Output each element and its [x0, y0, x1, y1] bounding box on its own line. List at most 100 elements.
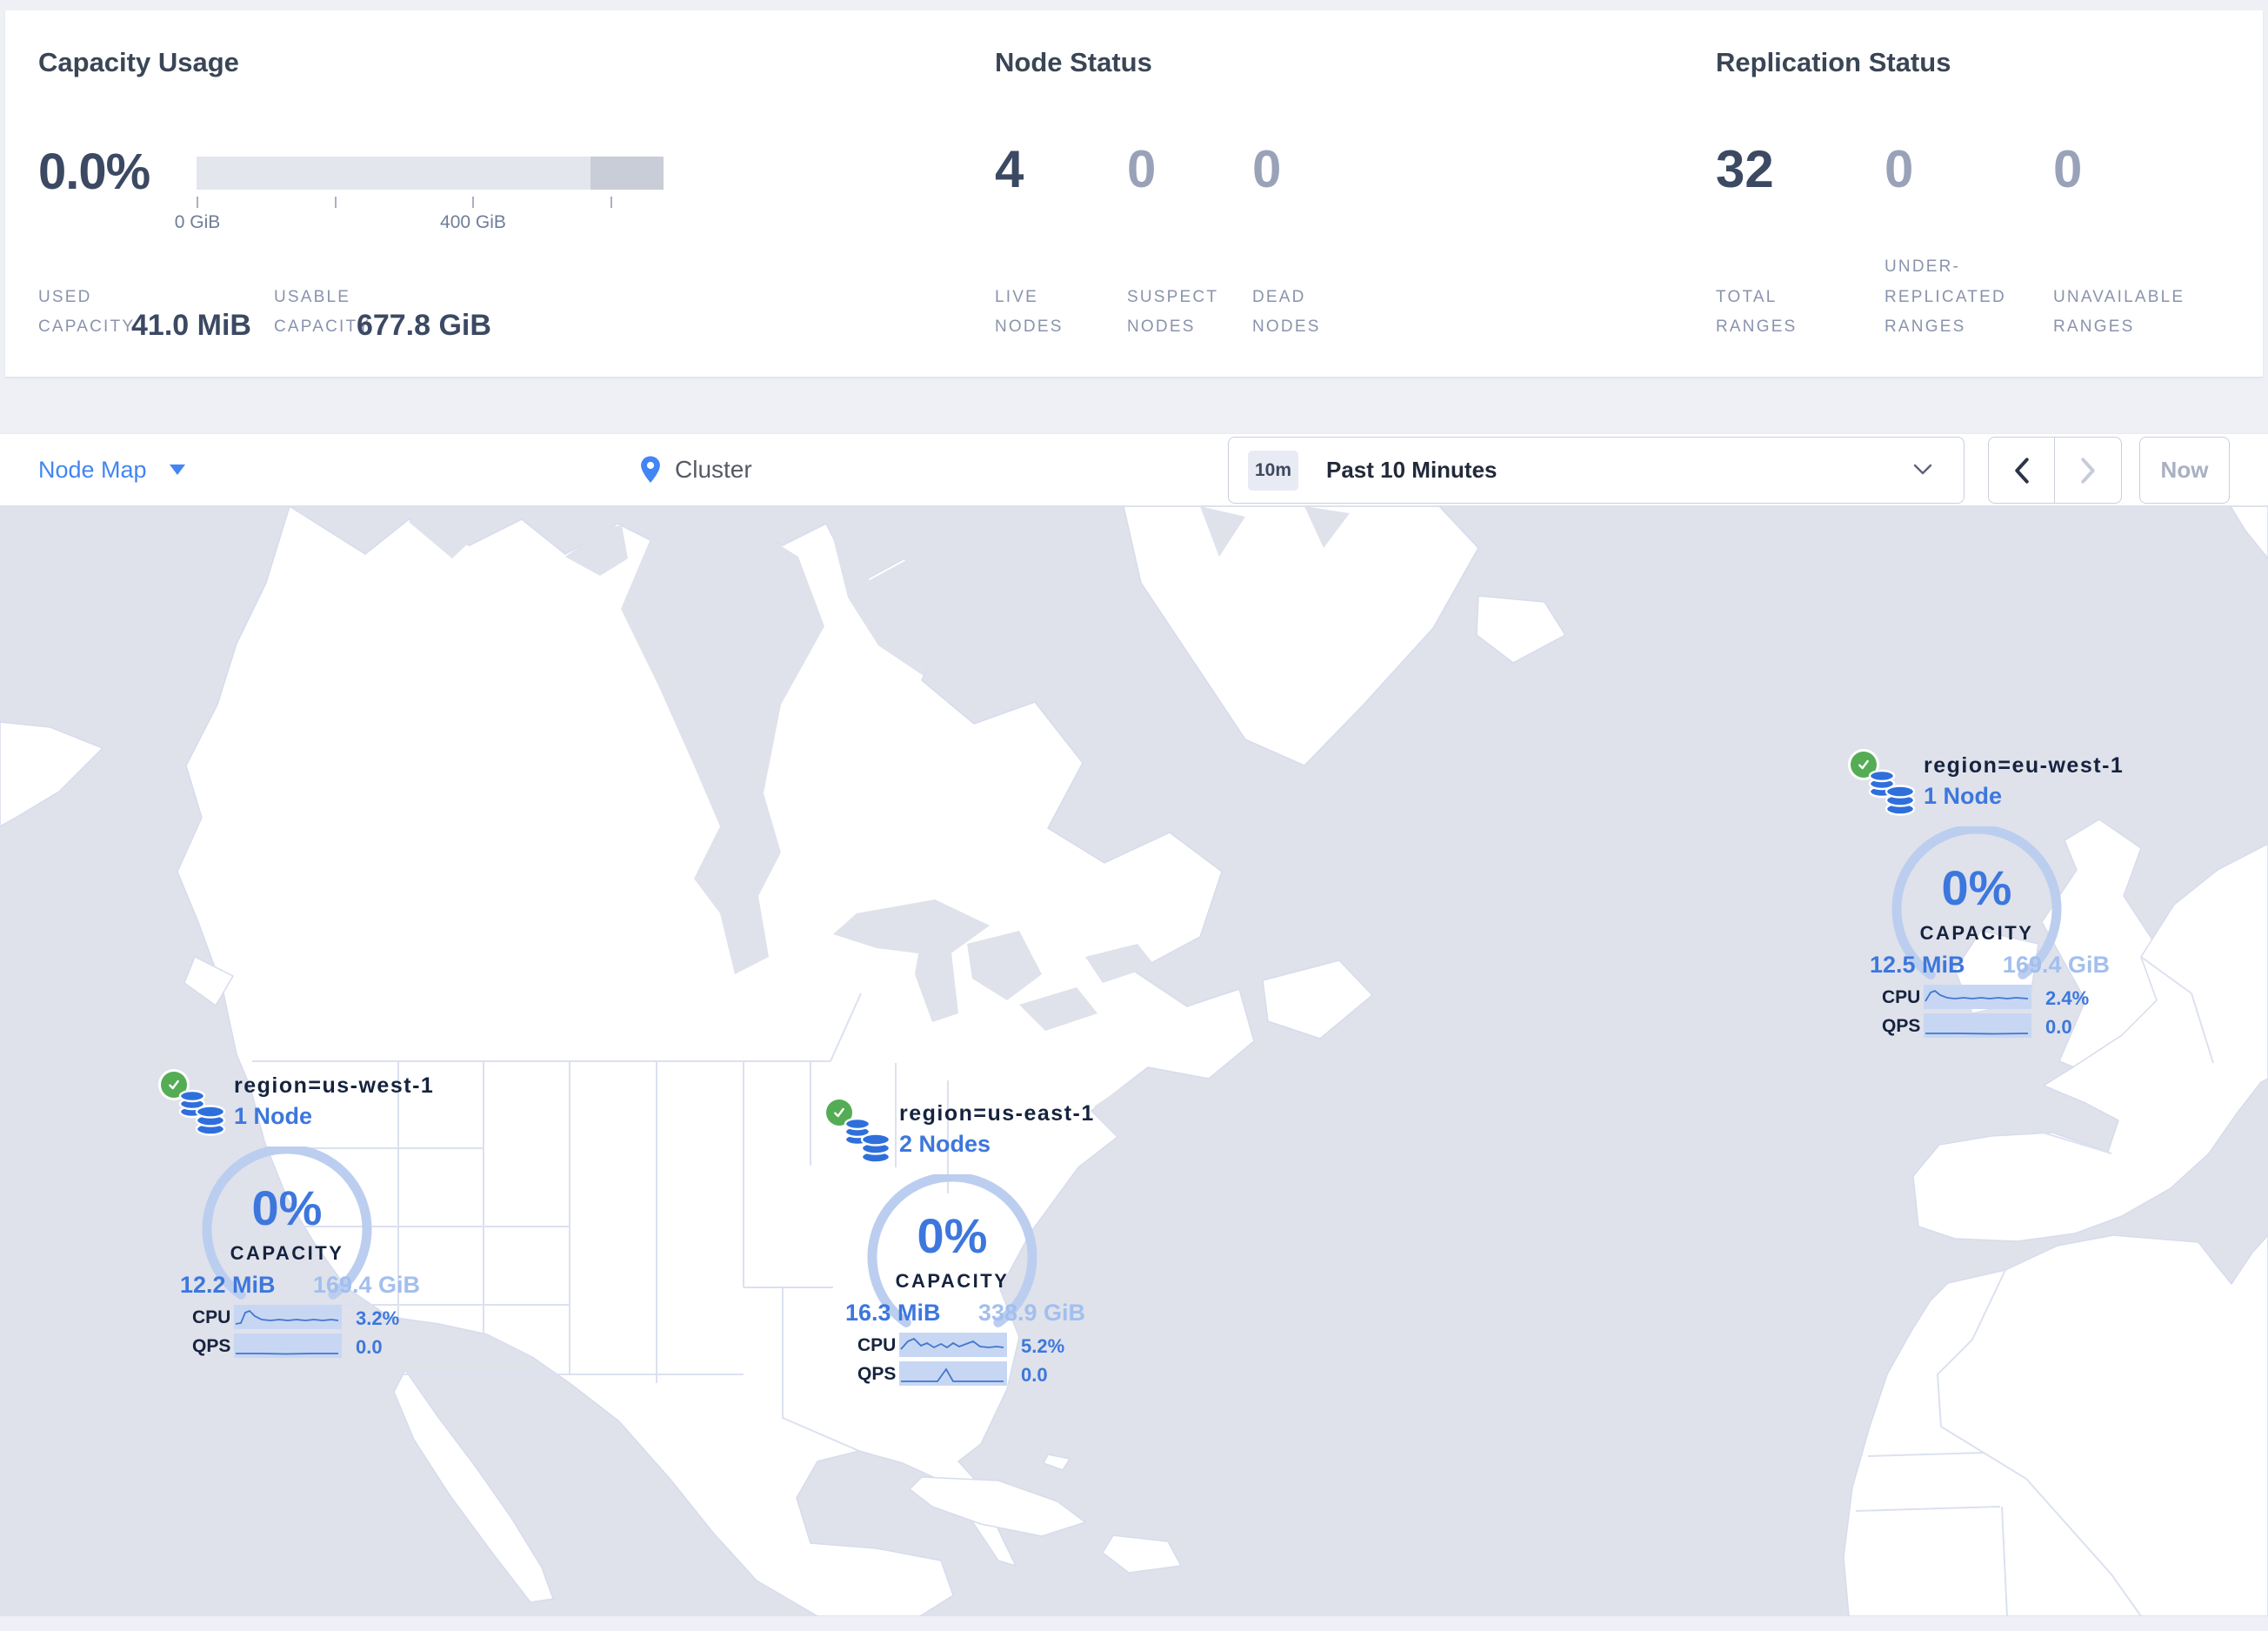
- replication-status-section: Replication Status 32 TOTAL RANGES 0 UND…: [1716, 10, 2255, 377]
- europe: [1912, 843, 2268, 1242]
- cpu-sparkline: [899, 1333, 1007, 1357]
- chevron-right-icon: [2081, 457, 2095, 484]
- gulf-st-lawrence: [1094, 1070, 1207, 1134]
- total-ranges-value: 32: [1716, 140, 1774, 198]
- unavailable-ranges-value: 0: [2053, 140, 2083, 198]
- used-capacity: 12.5 MiB: [1870, 952, 1965, 978]
- database-stack-icon: [178, 1089, 226, 1136]
- lake-michigan: [915, 944, 958, 1022]
- time-next-button[interactable]: [2055, 438, 2121, 503]
- arctic-channel: [409, 508, 487, 558]
- capacity-bottom-stats: USED CAPACITY 41.0 MiB USABLE CAPACITY 6…: [38, 283, 491, 342]
- now-button-label: Now: [2160, 457, 2209, 483]
- dead-nodes-value: 0: [1252, 140, 1282, 198]
- north-africa: [1843, 1234, 2268, 1616]
- capacity-usage-section: Capacity Usage 0.0% 0 GiB 400 GiB USED C…: [38, 10, 908, 377]
- greenland: [1123, 506, 1479, 766]
- axis-tick: [335, 197, 337, 208]
- capacity-label: CAPACITY: [1919, 922, 2034, 944]
- cpu-value: 5.2%: [1021, 1335, 1065, 1357]
- caret-down-icon: [169, 465, 185, 475]
- axis-tick-label-400: 400 GiB: [440, 212, 506, 232]
- scandinavia-corner: [2230, 506, 2268, 559]
- database-stack-icon: [844, 1117, 891, 1164]
- usable-capacity: 338.9 GiB: [977, 1300, 1085, 1326]
- qps-label: QPS: [857, 1364, 897, 1384]
- lake-erie: [1019, 987, 1097, 1031]
- lake-superior: [833, 899, 990, 957]
- cpu-label: CPU: [1882, 987, 1921, 1007]
- locality-marker-us-east-1[interactable]: region=us-east-1 2 Nodes 0% CAPACITY 16.…: [826, 1094, 1096, 1394]
- foxe-basin: [830, 528, 952, 676]
- qps-sparkline: [1924, 1013, 2031, 1038]
- capacity-percent: 0%: [251, 1180, 323, 1235]
- node-status-title: Node Status: [995, 47, 1152, 77]
- world-map: [0, 506, 2268, 1616]
- node-count-link[interactable]: 1 Node: [234, 1103, 313, 1129]
- axis-tick: [197, 197, 198, 208]
- usable-capacity-value: 677.8 GiB: [356, 309, 491, 342]
- axis-tick: [610, 197, 612, 208]
- capacity-label: CAPACITY: [230, 1242, 344, 1264]
- map-toolbar: Node Map Cluster 10m Past 10 Minutes Now: [0, 433, 2268, 506]
- capacity-percent: 0.0%: [38, 144, 150, 200]
- time-prev-button[interactable]: [1989, 438, 2055, 503]
- lake-huron: [967, 931, 1042, 1000]
- lake-ontario: [1085, 944, 1155, 983]
- time-range-value: Past 10 Minutes: [1326, 457, 1498, 483]
- cpu-value: 2.4%: [2045, 987, 2090, 1009]
- chevron-down-icon: [1913, 464, 1932, 475]
- unavailable-ranges-label: UNAVAILABLE RANGES: [2053, 287, 2185, 336]
- view-selector-dropdown[interactable]: Node Map: [38, 434, 185, 505]
- total-ranges-label: TOTAL RANGES: [1716, 287, 1798, 336]
- region-label: region=eu-west-1: [1924, 753, 2125, 778]
- capacity-gauge-arc: [867, 1174, 1037, 1327]
- usable-capacity: 169.4 GiB: [312, 1272, 420, 1298]
- used-capacity: 16.3 MiB: [845, 1300, 941, 1326]
- used-capacity-value: 41.0 MiB: [131, 309, 251, 342]
- chevron-left-icon: [2014, 457, 2029, 484]
- suspect-nodes-value: 0: [1127, 140, 1157, 198]
- suspect-nodes-label: SUSPECT NODES: [1127, 287, 1219, 336]
- cpu-sparkline: [1924, 985, 2031, 1009]
- now-button[interactable]: Now: [2139, 437, 2230, 504]
- locality-marker-us-west-1[interactable]: region=us-west-1 1 Node 0% CAPACITY 12.2…: [161, 1066, 433, 1367]
- capacity-label: CAPACITY: [895, 1270, 1010, 1292]
- bahamas: [1043, 1454, 1071, 1471]
- vancouver-island: [183, 956, 234, 1006]
- used-capacity-label: USED CAPACITY: [38, 287, 136, 336]
- alaska-wedge: [0, 721, 103, 827]
- cpu-sparkline: [234, 1305, 342, 1329]
- qps-label: QPS: [1882, 1016, 1921, 1036]
- qps-label: QPS: [192, 1336, 231, 1356]
- time-range-dropdown[interactable]: 10m Past 10 Minutes: [1228, 437, 1964, 504]
- greenland-fjord: [1304, 506, 1350, 548]
- iceland: [1476, 595, 1566, 664]
- cpu-value: 3.2%: [356, 1307, 400, 1329]
- live-nodes-label: LIVE NODES: [995, 287, 1064, 336]
- live-nodes-value: 4: [995, 140, 1024, 198]
- used-capacity: 12.2 MiB: [180, 1272, 276, 1298]
- capacity-bar: [197, 157, 664, 190]
- node-count-link[interactable]: 2 Nodes: [899, 1131, 991, 1157]
- dead-nodes-label: DEAD NODES: [1252, 287, 1321, 336]
- breadcrumb-cluster-label: Cluster: [675, 456, 752, 483]
- capacity-bar-nonusable-segment: [590, 157, 664, 190]
- locality-marker-eu-west-1[interactable]: region=eu-west-1 1 Node 0% CAPACITY 12.5…: [1851, 746, 2123, 1046]
- capacity-gauge-arc: [1891, 826, 2062, 979]
- region-label: region=us-west-1: [234, 1073, 435, 1098]
- breadcrumb[interactable]: Cluster: [640, 434, 752, 505]
- qps-value: 0.0: [356, 1336, 383, 1358]
- usable-capacity: 169.4 GiB: [2002, 952, 2110, 978]
- cuba: [909, 1476, 1086, 1537]
- under-replicated-value: 0: [1884, 140, 1914, 198]
- qps-value: 0.0: [2045, 1016, 2072, 1038]
- arctic-channel: [565, 525, 628, 576]
- cpu-label: CPU: [192, 1307, 231, 1327]
- node-count-link[interactable]: 1 Node: [1924, 783, 2003, 809]
- qps-sparkline: [234, 1334, 342, 1358]
- capacity-gauge-arc: [202, 1146, 372, 1300]
- cluster-summary-panel: Capacity Usage 0.0% 0 GiB 400 GiB USED C…: [5, 10, 2263, 378]
- axis-tick-label-0: 0 GiB: [174, 212, 221, 232]
